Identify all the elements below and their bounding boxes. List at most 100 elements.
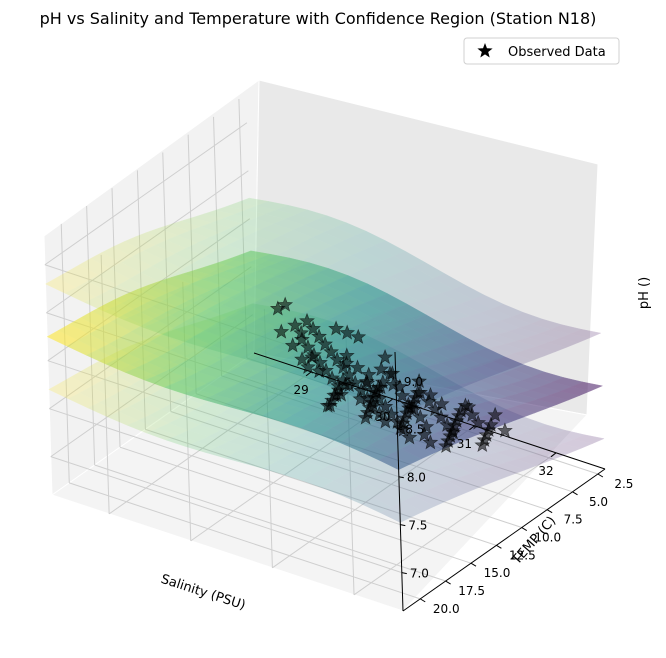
x-gridline-floor <box>353 452 557 596</box>
x-tick-label: 31 <box>457 437 472 451</box>
data-point <box>357 409 374 425</box>
data-point <box>294 351 310 367</box>
surface-patch <box>160 275 192 292</box>
surface-patch <box>514 417 547 430</box>
surface-patch <box>148 281 181 298</box>
surface-patch <box>313 467 345 482</box>
data-point <box>411 373 428 389</box>
surface-patch <box>259 356 292 370</box>
surface-patch <box>431 452 464 465</box>
surface-patch <box>507 327 540 338</box>
surface-patch <box>321 480 354 496</box>
surface-patch <box>160 402 193 418</box>
surface-patch <box>266 445 298 457</box>
y-tick-label: 2.5 <box>614 477 633 491</box>
data-point <box>371 405 388 421</box>
surface-patch <box>137 288 170 305</box>
surface-patch <box>420 455 453 468</box>
data-point <box>319 397 336 413</box>
surface-patch <box>123 236 156 251</box>
data-point <box>433 409 450 425</box>
surface-patch <box>450 342 484 353</box>
surface-patch <box>426 310 459 323</box>
data-point <box>317 335 334 352</box>
data-point <box>349 359 366 375</box>
surface-patch <box>276 205 309 215</box>
surface-patch <box>165 311 198 325</box>
surface-patch <box>501 353 534 365</box>
data-point <box>418 418 435 434</box>
surface-patch <box>126 420 159 434</box>
data-point <box>365 382 382 399</box>
data-point <box>293 324 310 340</box>
surface-patch <box>235 324 268 336</box>
surface-patch <box>413 262 446 279</box>
data-point <box>421 393 437 409</box>
surface-patch <box>335 456 368 469</box>
surface-patch <box>363 476 396 492</box>
surface-patch <box>452 284 485 300</box>
surface-patch <box>277 440 310 451</box>
y-tick-label: 17.5 <box>458 584 485 598</box>
surface-patch <box>98 268 131 286</box>
surface-patch <box>324 339 357 351</box>
surface-patch <box>224 258 257 274</box>
surface-patch <box>476 324 510 335</box>
z-tick-label: 9.0 <box>404 375 423 389</box>
data-point <box>445 424 462 440</box>
surface-patch <box>220 346 253 358</box>
surface-patch <box>339 255 372 271</box>
surface-patch <box>289 242 322 258</box>
surface-patch <box>309 250 341 267</box>
surface-patch <box>48 382 81 399</box>
surface-patch <box>264 209 297 220</box>
surface-patch <box>499 436 532 447</box>
legend-label: Observed Data <box>508 45 606 60</box>
surface-patch <box>306 271 338 286</box>
surface-patch <box>312 231 344 247</box>
surface-patch <box>115 300 147 316</box>
data-point <box>299 339 316 355</box>
surface-patch <box>524 346 557 357</box>
surface-patch <box>502 422 535 434</box>
surface-patch <box>370 260 403 277</box>
surface-patch <box>338 321 371 332</box>
data-point <box>460 398 477 414</box>
surface-patch <box>315 215 348 228</box>
surface-patch <box>227 436 260 448</box>
x-tick-label: 32 <box>538 464 553 478</box>
z-axis-line <box>394 351 404 612</box>
surface-patch <box>132 377 165 395</box>
surface-patch <box>415 313 448 325</box>
y-tick-label: 10.0 <box>534 531 561 545</box>
surface-patch <box>203 210 236 219</box>
surface-patch <box>132 250 165 267</box>
surface-patch <box>478 360 511 374</box>
surface-patch <box>129 400 162 416</box>
surface-patch <box>402 495 435 512</box>
surface-patch <box>442 332 476 343</box>
surface-patch <box>317 265 350 281</box>
data-point <box>385 376 402 392</box>
surface-patch <box>319 314 352 326</box>
surface-patch <box>146 228 179 241</box>
surface-patch <box>341 306 374 318</box>
surface-patch <box>106 411 139 426</box>
surface-patch <box>419 336 453 348</box>
surface-patch <box>511 433 544 444</box>
surface-patch <box>140 265 173 283</box>
surface-patch <box>165 435 198 447</box>
surface-patch <box>249 424 282 436</box>
surface-patch <box>90 252 122 269</box>
surface-patch <box>417 471 449 487</box>
surface-patch <box>157 422 190 436</box>
surface-patch <box>488 439 521 450</box>
surface-patch <box>527 333 560 343</box>
surface-patch <box>123 314 156 328</box>
surface-patch <box>157 297 189 313</box>
surface-patch <box>353 302 386 315</box>
y-gridline-floor <box>94 464 446 582</box>
surface-patch <box>351 249 384 266</box>
data-point <box>273 323 290 339</box>
surface-patch <box>389 331 422 343</box>
